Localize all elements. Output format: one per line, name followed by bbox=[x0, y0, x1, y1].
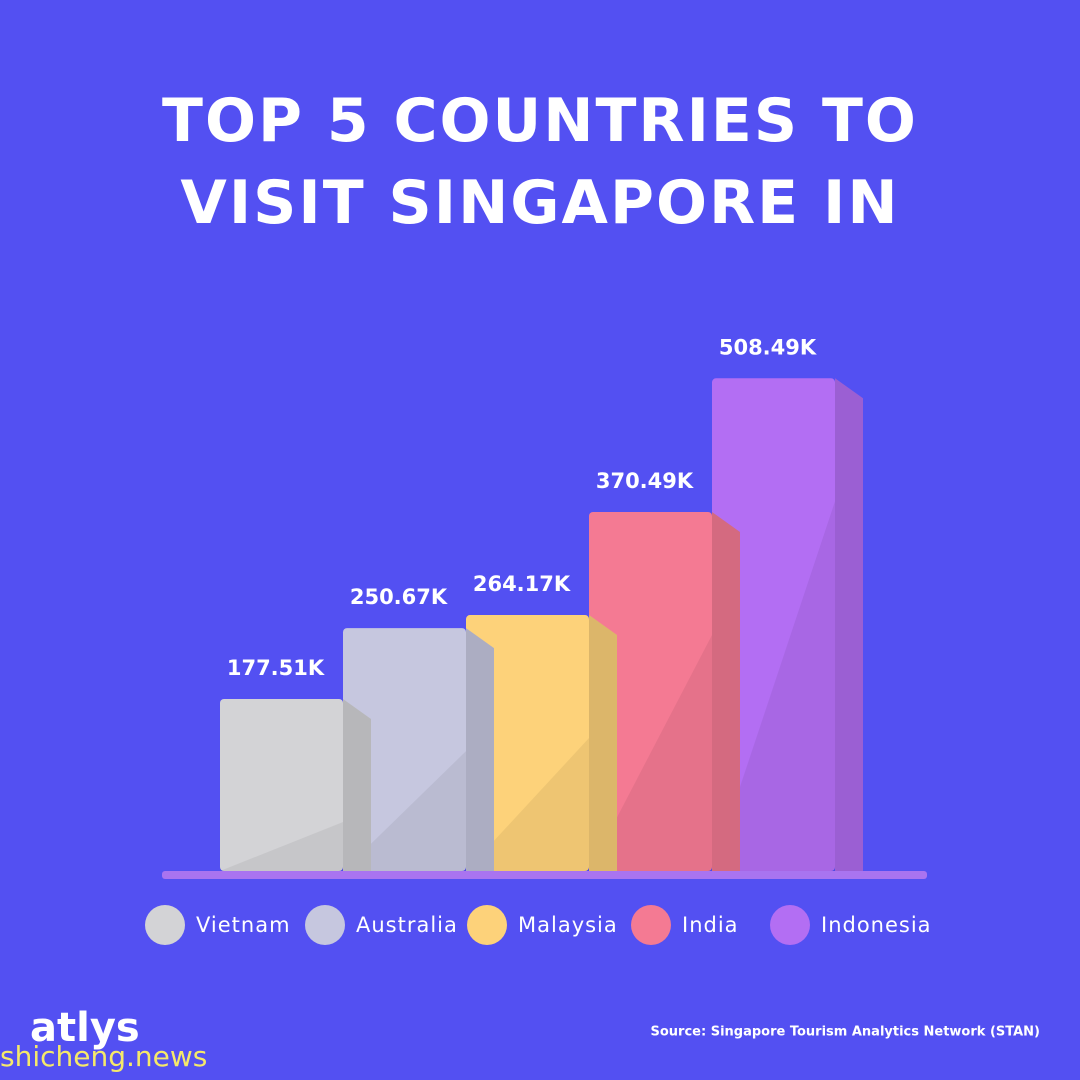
legend-label: India bbox=[682, 913, 739, 937]
bar bbox=[712, 378, 835, 871]
value-label: 264.17K bbox=[473, 572, 571, 596]
bar-side bbox=[343, 698, 371, 871]
bar-diagonal-shade bbox=[466, 738, 589, 871]
chart-title: TOP 5 COUNTRIES TO VISIT SINGAPORE IN 20… bbox=[162, 86, 918, 238]
value-label: 250.67K bbox=[350, 585, 448, 609]
legend-swatch bbox=[467, 905, 507, 945]
bar-side-shade bbox=[589, 615, 617, 871]
bar-diagonal-shade bbox=[589, 634, 712, 871]
value-label: 508.49K bbox=[719, 335, 817, 359]
legend-swatch bbox=[631, 905, 671, 945]
legend-swatch bbox=[770, 905, 810, 945]
bar-side-shade bbox=[343, 698, 371, 871]
bars: 508.49K 370.49K 264.17K 250.67K 177.51K bbox=[220, 335, 863, 871]
title-box: TOP 5 COUNTRIES TO VISIT SINGAPORE IN 20… bbox=[162, 86, 918, 238]
bar-side bbox=[466, 628, 494, 871]
bar-side-shade bbox=[835, 378, 863, 871]
bar-diagonal-shade bbox=[712, 501, 835, 871]
watermark: shicheng.news bbox=[0, 1040, 207, 1073]
bar bbox=[589, 511, 712, 871]
baseline bbox=[162, 871, 927, 879]
legend-swatch bbox=[145, 905, 185, 945]
bar-diagonal-shade bbox=[220, 821, 343, 871]
bar bbox=[343, 628, 466, 871]
bar-diagonal-shade bbox=[343, 751, 466, 871]
source: Source: Singapore Tourism Analytics Netw… bbox=[651, 1025, 1041, 1040]
bar-side bbox=[589, 615, 617, 871]
value-label: 370.49K bbox=[596, 469, 694, 493]
bar-side bbox=[712, 511, 740, 871]
legend: Vietnam Australia Malaysia India Indonesia bbox=[145, 905, 932, 945]
bar-side-shade bbox=[466, 628, 494, 871]
bar-side-shade bbox=[712, 511, 740, 871]
logo: atlys bbox=[30, 1005, 140, 1051]
legend-label: Indonesia bbox=[821, 913, 932, 937]
legend-label: Australia bbox=[356, 913, 458, 937]
value-label: 177.51K bbox=[227, 656, 325, 680]
bar-side bbox=[835, 378, 863, 871]
bar bbox=[220, 698, 343, 871]
bar bbox=[466, 615, 589, 871]
legend-label: Malaysia bbox=[518, 913, 618, 937]
legend-label: Vietnam bbox=[196, 913, 291, 937]
legend-swatch bbox=[305, 905, 345, 945]
